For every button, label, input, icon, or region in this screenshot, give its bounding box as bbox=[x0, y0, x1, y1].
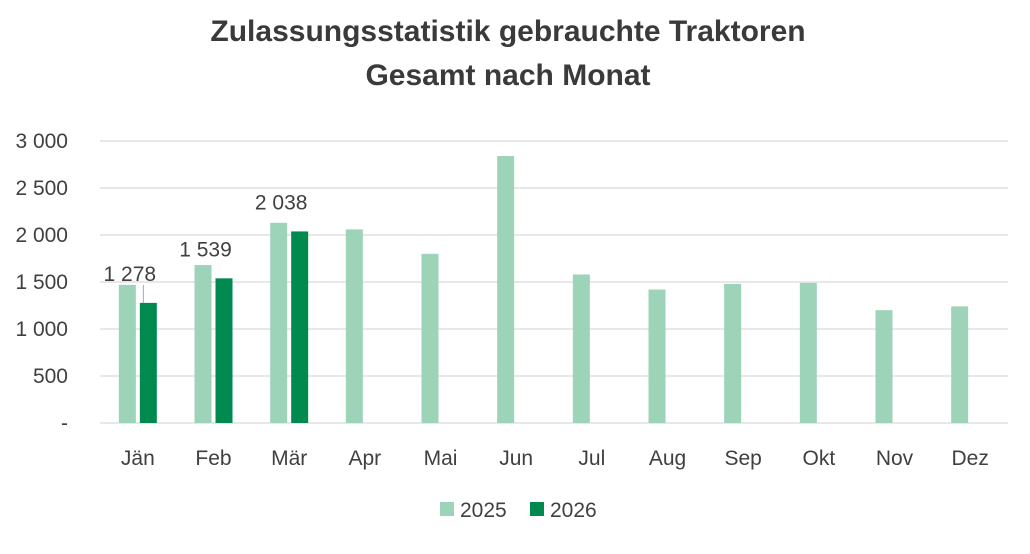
x-tick-label: Okt bbox=[802, 447, 835, 470]
bar-2025 bbox=[648, 289, 666, 423]
x-tick-label: Mär bbox=[271, 447, 307, 470]
bar-2026 bbox=[215, 278, 233, 423]
bar-2026 bbox=[291, 231, 309, 423]
x-tick-label: Sep bbox=[724, 447, 761, 470]
data-labels: 1 278 1 539 2 038 bbox=[104, 191, 308, 303]
bar-2025 bbox=[572, 274, 590, 423]
bar-2025 bbox=[118, 284, 136, 423]
x-tick-label: Jän bbox=[121, 447, 155, 470]
y-tick-label: 1 000 bbox=[15, 318, 68, 341]
x-tick-label: Apr bbox=[348, 447, 381, 470]
y-tick-label: 2 000 bbox=[15, 224, 68, 247]
y-tick-label: 500 bbox=[33, 365, 68, 388]
bar-2025 bbox=[421, 253, 439, 423]
legend-swatch bbox=[440, 502, 454, 516]
y-axis-tick-labels: - 500 1 000 1 500 2 000 2 500 3 000 bbox=[15, 130, 68, 435]
y-tick-label: - bbox=[61, 412, 68, 435]
x-tick-label: Jul bbox=[578, 447, 605, 470]
x-tick-label: Dez bbox=[951, 447, 988, 470]
x-tick-label: Mai bbox=[424, 447, 458, 470]
bar-2025 bbox=[951, 306, 969, 423]
data-label: 2 038 bbox=[255, 191, 308, 214]
data-label: 1 539 bbox=[179, 238, 232, 261]
x-tick-label: Nov bbox=[876, 447, 914, 470]
bar-2025 bbox=[799, 282, 817, 423]
x-tick-label: Jun bbox=[499, 447, 533, 470]
bar-2025 bbox=[345, 229, 363, 423]
x-axis-tick-labels: Jän Feb Mär Apr Mai Jun Jul Aug Sep Okt Nov Dez bbox=[121, 447, 989, 470]
x-tick-label: Aug bbox=[649, 447, 686, 470]
y-tick-label: 1 500 bbox=[15, 271, 68, 294]
y-tick-label: 2 500 bbox=[15, 177, 68, 200]
data-label: 1 278 bbox=[104, 263, 157, 286]
chart-title-line2: Gesamt nach Monat bbox=[365, 59, 650, 92]
legend: 2025 2026 bbox=[440, 499, 597, 522]
legend-label: 2025 bbox=[460, 499, 507, 522]
bar-2025 bbox=[875, 310, 893, 423]
legend-swatch bbox=[530, 502, 544, 516]
x-tick-label: Feb bbox=[195, 447, 231, 470]
y-tick-label: 3 000 bbox=[15, 130, 68, 153]
gridlines bbox=[100, 140, 1008, 424]
bar-2025 bbox=[497, 156, 515, 424]
bars bbox=[118, 156, 969, 424]
chart-title-line1: Zulassungsstatistik gebrauchte Traktoren bbox=[210, 15, 805, 48]
legend-label: 2026 bbox=[550, 499, 597, 522]
bar-2025 bbox=[270, 222, 288, 423]
bar-2026 bbox=[139, 302, 157, 423]
bar-2025 bbox=[724, 283, 742, 423]
bar-2025 bbox=[194, 265, 212, 423]
